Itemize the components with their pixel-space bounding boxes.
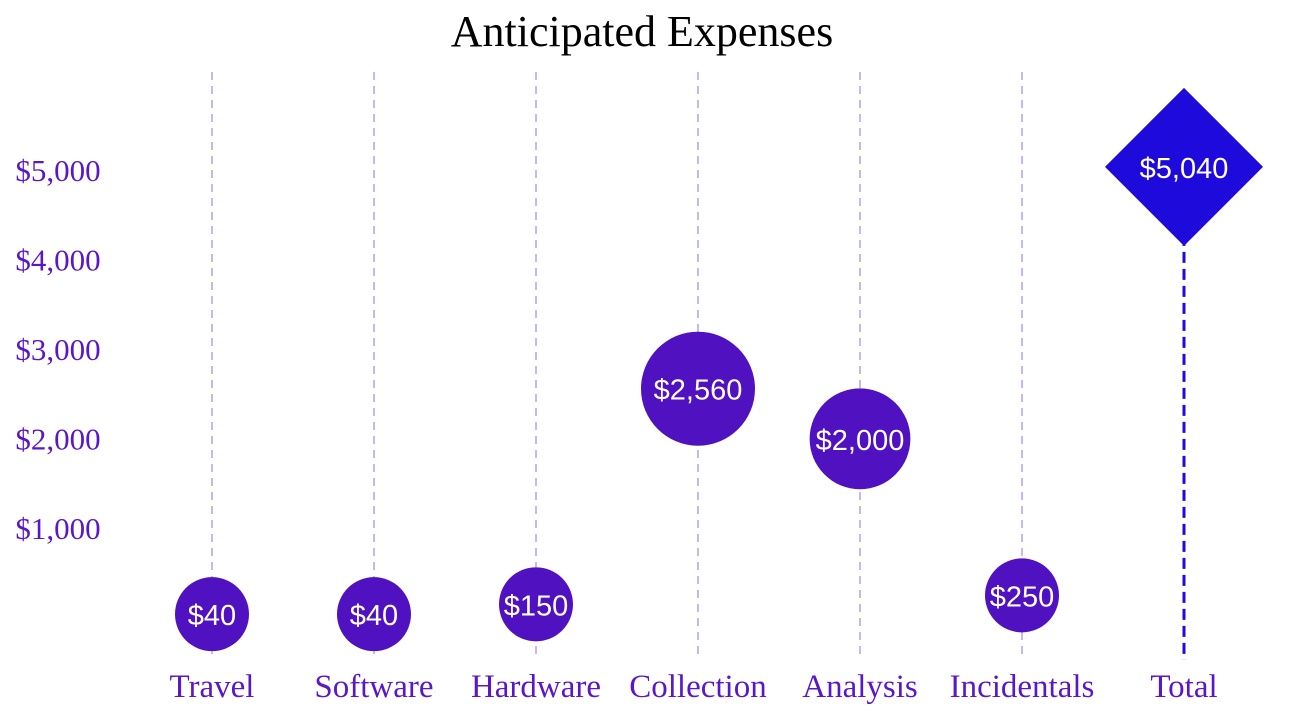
data-markers: $40 $40 $150 $2,560 $2,000 $250 $5,040: [175, 87, 1263, 652]
value-label: $40: [188, 600, 236, 632]
value-label: $5,040: [1140, 153, 1229, 185]
expense-circle-marker: [337, 577, 411, 652]
value-label: $250: [990, 581, 1055, 613]
category-label: Travel: [170, 669, 255, 705]
y-tick-label: $5,000: [15, 153, 100, 188]
value-label: $150: [504, 590, 569, 622]
expense-circle-marker: [175, 577, 249, 652]
value-label: $2,000: [816, 425, 905, 457]
category-label: Software: [314, 669, 433, 705]
x-axis: Travel Software Hardware Collection Analysis…: [170, 669, 1218, 705]
grid-layer: [211, 72, 1186, 660]
value-label: $2,560: [654, 375, 743, 407]
total-diamond-marker: [1105, 87, 1263, 246]
y-axis: $1,000 $2,000 $3,000 $4,000 $5,000: [15, 153, 100, 546]
y-tick-label: $1,000: [15, 511, 100, 546]
expense-circle-marker: [809, 388, 911, 490]
expense-circle-marker: [641, 331, 755, 446]
y-tick-label: $3,000: [15, 332, 100, 367]
expense-circle-marker: [499, 567, 573, 642]
category-label: Total: [1150, 669, 1217, 705]
expense-circle-marker: [985, 558, 1059, 633]
y-tick-label: $4,000: [15, 242, 100, 277]
category-label: Hardware: [471, 669, 601, 705]
category-label: Incidentals: [950, 669, 1095, 705]
value-label: $40: [350, 600, 398, 632]
category-label: Collection: [629, 669, 766, 705]
y-tick-label: $2,000: [15, 421, 100, 456]
category-label: Analysis: [802, 669, 918, 705]
chart-title: Anticipated Expenses: [450, 7, 834, 56]
